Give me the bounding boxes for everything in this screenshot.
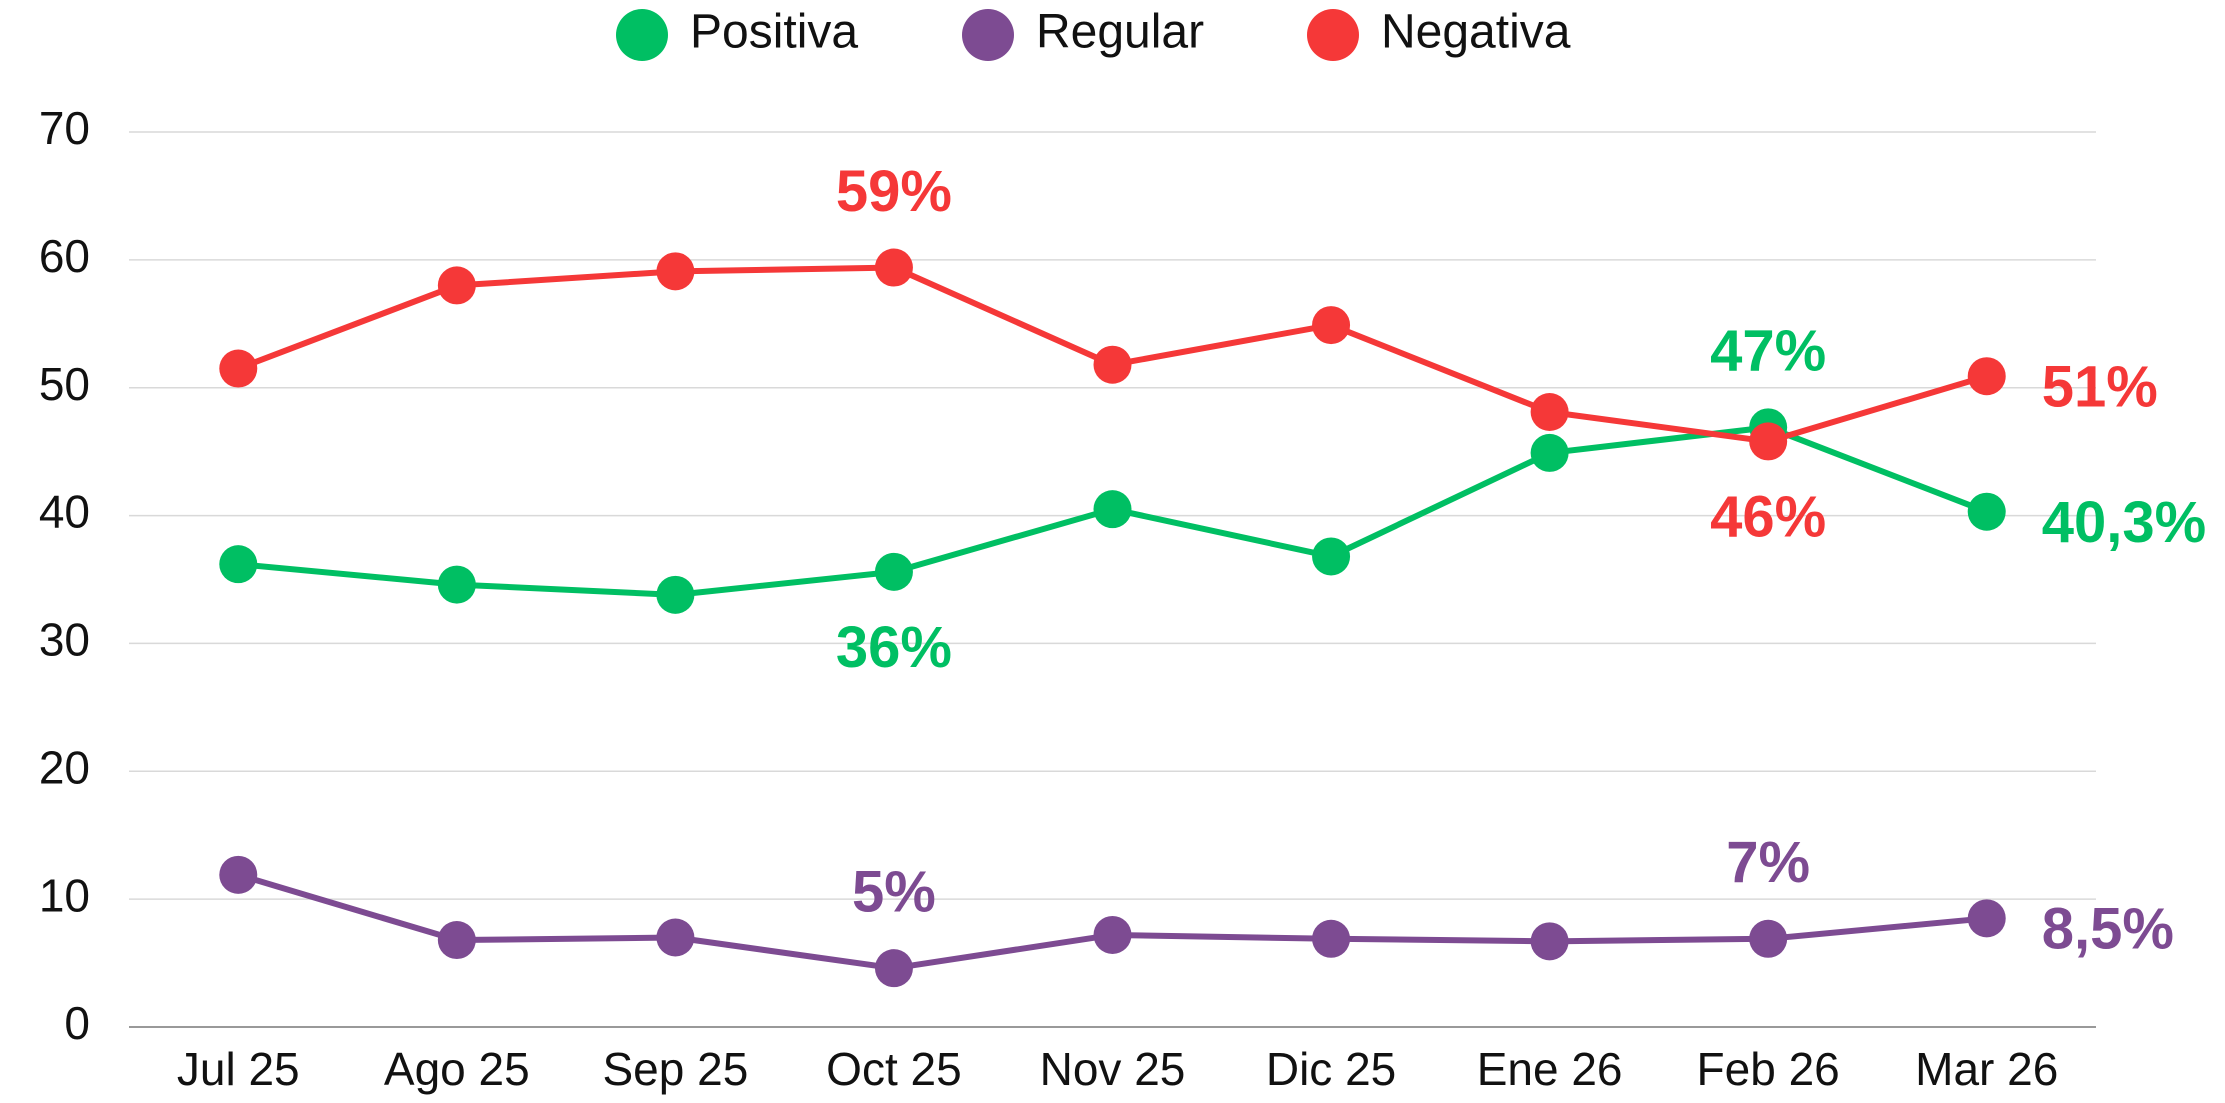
legend-marker bbox=[1307, 9, 1359, 61]
x-tick-label: Jul 25 bbox=[177, 1043, 300, 1095]
series-point bbox=[219, 545, 258, 584]
y-tick-label: 50 bbox=[39, 358, 90, 410]
x-tick-label: Oct 25 bbox=[826, 1043, 962, 1095]
x-tick-label: Dic 25 bbox=[1266, 1043, 1396, 1095]
series-point bbox=[656, 918, 695, 957]
series-point bbox=[219, 349, 258, 388]
data-label: 47% bbox=[1710, 319, 1826, 384]
y-tick-label: 40 bbox=[39, 486, 90, 538]
series-point bbox=[1093, 490, 1132, 529]
series-point bbox=[1967, 899, 2006, 938]
series-point bbox=[656, 252, 695, 291]
x-tick-label: Nov 25 bbox=[1040, 1043, 1186, 1095]
legend-marker bbox=[616, 9, 668, 61]
series-point bbox=[874, 552, 913, 591]
series-point bbox=[1530, 433, 1569, 472]
series-point bbox=[1093, 915, 1132, 954]
y-tick-label: 20 bbox=[39, 741, 90, 793]
series-point bbox=[656, 575, 695, 614]
series-point bbox=[1967, 357, 2006, 396]
series-point bbox=[874, 248, 913, 287]
data-label: 40,3% bbox=[2042, 490, 2206, 555]
x-tick-label: Mar 26 bbox=[1915, 1043, 2058, 1095]
data-label: 5% bbox=[852, 860, 936, 925]
data-label: 36% bbox=[836, 615, 952, 680]
series-point bbox=[437, 266, 476, 305]
series-point bbox=[437, 921, 476, 960]
series-point bbox=[1967, 492, 2006, 531]
x-tick-label: Ene 26 bbox=[1477, 1043, 1623, 1095]
series-point bbox=[1530, 393, 1569, 432]
data-label: 51% bbox=[2042, 355, 2158, 420]
series-point bbox=[437, 565, 476, 604]
series-point bbox=[1530, 922, 1569, 961]
data-label: 46% bbox=[1710, 485, 1826, 550]
series-point bbox=[1749, 422, 1788, 461]
legend-label: Regular bbox=[1036, 6, 1204, 59]
x-tick-label: Sep 25 bbox=[602, 1043, 748, 1095]
series-point bbox=[1312, 537, 1351, 576]
series-point bbox=[1312, 919, 1351, 958]
x-tick-label: Ago 25 bbox=[384, 1043, 530, 1095]
series-point bbox=[1749, 919, 1788, 958]
data-label: 8,5% bbox=[2042, 897, 2174, 962]
series-point bbox=[874, 949, 913, 988]
y-tick-label: 10 bbox=[39, 869, 90, 921]
data-label: 59% bbox=[836, 159, 952, 224]
legend-marker bbox=[962, 9, 1014, 61]
y-tick-label: 70 bbox=[39, 102, 90, 154]
y-tick-label: 60 bbox=[39, 230, 90, 282]
y-tick-label: 0 bbox=[64, 997, 90, 1049]
y-tick-label: 30 bbox=[39, 614, 90, 666]
legend-label: Negativa bbox=[1381, 6, 1571, 59]
series-point bbox=[219, 855, 258, 894]
x-tick-label: Feb 26 bbox=[1697, 1043, 1840, 1095]
legend-label: Positiva bbox=[690, 6, 858, 59]
data-label: 7% bbox=[1726, 830, 1810, 895]
series-point bbox=[1312, 306, 1351, 345]
series-point bbox=[1093, 345, 1132, 384]
